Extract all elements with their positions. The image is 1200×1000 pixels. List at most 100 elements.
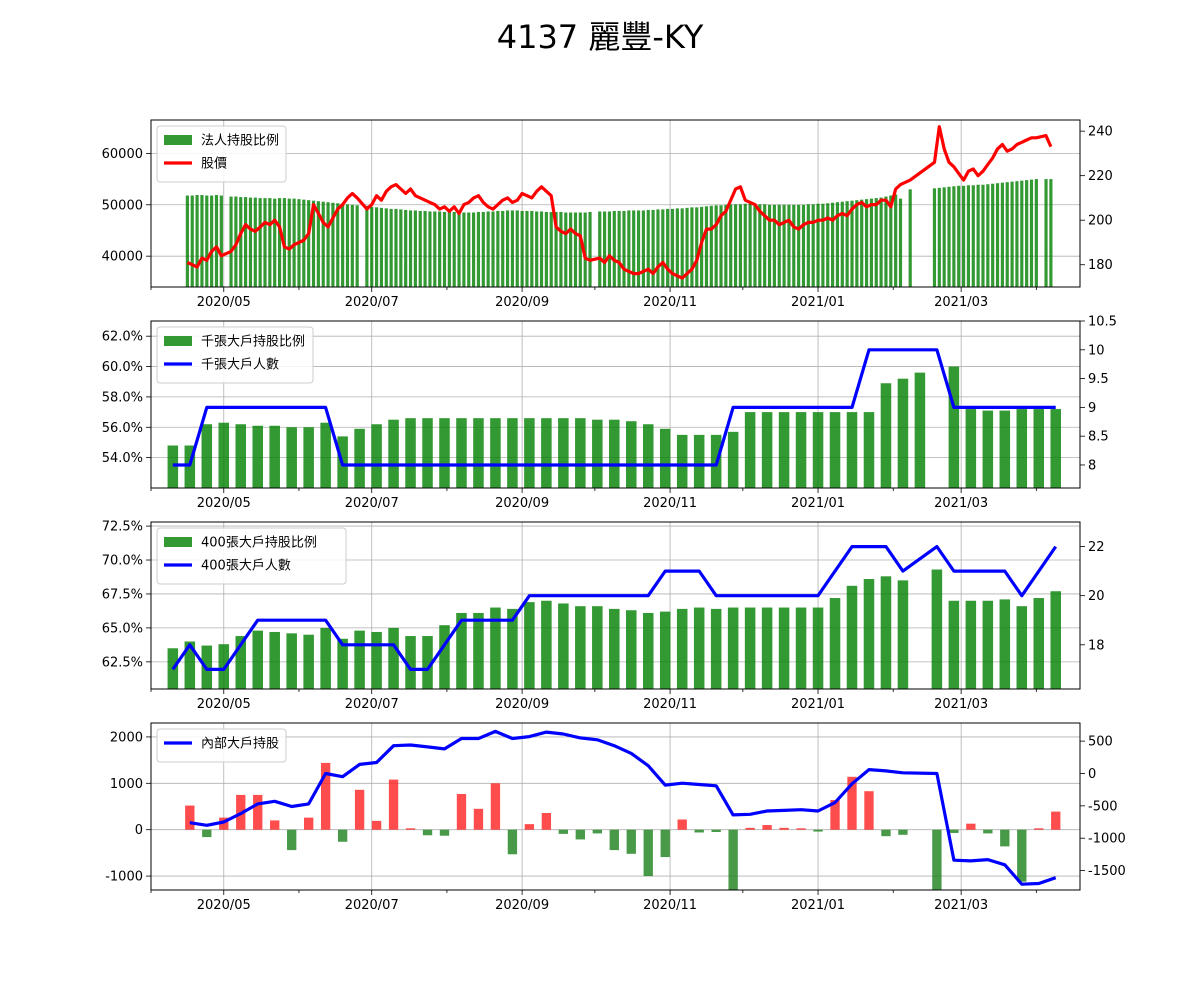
x-tick-label: 2020/07: [345, 295, 399, 310]
y-left-tick-label: 50000: [102, 198, 143, 213]
bar: [200, 195, 204, 287]
y-left-tick-label: 54.0%: [102, 451, 143, 466]
x-tick-label: 2020/05: [197, 697, 251, 712]
x-tick-label: 2020/09: [495, 898, 549, 913]
bar: [379, 207, 384, 287]
bar: [473, 612, 484, 689]
bar: [205, 195, 209, 287]
bar: [438, 211, 442, 287]
legend-label: 股價: [201, 157, 227, 172]
bar: [501, 210, 505, 287]
x-tick-label: 2020/09: [495, 295, 549, 310]
bar: [626, 829, 636, 854]
y-left-tick-label: 72.5%: [102, 520, 143, 535]
bar: [447, 211, 451, 287]
bar: [365, 205, 369, 287]
bar: [218, 422, 230, 488]
bar: [558, 829, 569, 834]
bar: [846, 412, 858, 488]
bar: [801, 204, 806, 287]
bar: [659, 611, 671, 689]
bar: [971, 185, 975, 287]
bar: [185, 195, 189, 287]
bar: [515, 210, 519, 287]
bar: [762, 825, 772, 830]
bar: [592, 829, 602, 834]
bar: [821, 203, 825, 287]
bar: [341, 203, 345, 287]
bar: [442, 211, 447, 287]
bar: [252, 425, 263, 488]
bar: [355, 205, 359, 287]
bar: [976, 184, 980, 287]
legend: 400張大戶持股比例 400張大戶人數: [156, 527, 347, 585]
bar: [864, 199, 869, 287]
bar: [806, 204, 810, 287]
bar: [467, 212, 471, 287]
bar: [544, 211, 548, 287]
bar: [880, 383, 892, 488]
bar: [855, 200, 859, 287]
y-left-tick-label: 60.0%: [102, 360, 143, 375]
bar: [898, 198, 903, 287]
legend-label: 法人持股比例: [201, 134, 279, 149]
bar: [452, 211, 456, 287]
bar: [1049, 179, 1053, 287]
bar: [983, 829, 993, 834]
bar: [894, 194, 898, 287]
bar: [738, 204, 743, 287]
bar: [269, 631, 280, 689]
bar: [354, 789, 365, 830]
bar: [957, 185, 961, 287]
bar: [622, 210, 626, 287]
bar: [439, 625, 450, 689]
bar: [612, 210, 616, 287]
series-line: [189, 729, 1057, 886]
y-right-tick-label: 200: [1088, 214, 1113, 229]
bar: [1051, 811, 1061, 830]
bar: [779, 827, 789, 830]
bar: [413, 210, 417, 287]
bar: [690, 207, 694, 287]
bar: [473, 808, 484, 830]
panel-1: 2020/05 2020/07 2020/09 2020/11 2021/01 2021/…: [102, 119, 1113, 310]
bar: [394, 208, 398, 287]
legend-label: 400張大戶人數: [201, 559, 291, 574]
y-left-tick-label: 1000: [110, 777, 143, 792]
x-tick-label: 2021/01: [791, 295, 845, 310]
bar: [661, 209, 665, 287]
bar: [337, 829, 348, 842]
figure-title: 4137 麗豐-KY: [496, 18, 704, 56]
bar: [942, 187, 946, 287]
bar: [422, 636, 433, 689]
bar: [524, 418, 535, 488]
bar: [239, 197, 243, 287]
bar: [609, 419, 620, 488]
bar: [490, 607, 501, 689]
bar: [947, 186, 951, 287]
bar: [268, 198, 272, 287]
bar: [795, 412, 807, 488]
bar: [642, 612, 654, 689]
bar: [1050, 591, 1062, 689]
bar: [549, 211, 553, 287]
bar: [795, 607, 807, 689]
bar: [525, 210, 529, 287]
bar: [422, 829, 433, 836]
bar: [270, 820, 280, 830]
bar: [952, 186, 956, 287]
bar: [302, 199, 306, 287]
bar: [982, 600, 994, 689]
bar: [897, 378, 909, 488]
bar: [476, 211, 481, 287]
bar: [569, 212, 573, 287]
bar: [745, 827, 755, 830]
bar: [864, 791, 874, 830]
bar: [510, 210, 514, 287]
bar: [219, 817, 229, 830]
bar: [693, 434, 705, 488]
bar: [961, 185, 966, 287]
bar: [292, 198, 296, 287]
x-tick-label: 2020/05: [197, 295, 251, 310]
